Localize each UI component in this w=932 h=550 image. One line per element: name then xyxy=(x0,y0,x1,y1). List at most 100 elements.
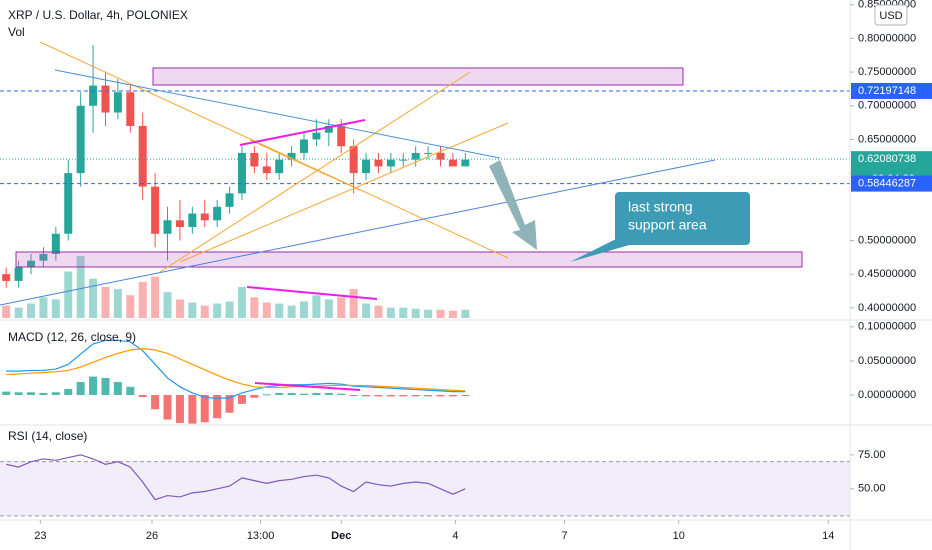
macd-histogram xyxy=(237,395,246,404)
macd-histogram xyxy=(411,395,420,397)
y-tick-label: 0.40000000 xyxy=(858,302,916,314)
macd-histogram xyxy=(89,376,98,395)
volume-bar xyxy=(237,287,246,318)
divergence-line xyxy=(246,286,378,300)
candle-body xyxy=(250,152,259,167)
macd-histogram xyxy=(126,386,135,395)
macd-histogram xyxy=(163,395,172,420)
trend-line xyxy=(249,139,361,191)
support-zone xyxy=(15,251,803,268)
trend-line xyxy=(54,69,501,159)
candle-body xyxy=(126,92,135,126)
x-tick-label: 13:00 xyxy=(247,530,275,542)
candle-body xyxy=(424,152,433,154)
divergence-line xyxy=(254,382,361,391)
volume-bar xyxy=(349,289,358,318)
macd-histogram xyxy=(436,395,445,397)
volume-bar xyxy=(151,276,160,318)
volume-bar xyxy=(399,307,408,318)
resistance-zone xyxy=(152,67,684,86)
price-tag-label: 0.62080738 xyxy=(858,153,916,165)
candle-body xyxy=(262,166,271,174)
macd-histogram xyxy=(151,395,160,410)
macd-histogram xyxy=(362,395,371,397)
rsi-band xyxy=(0,461,850,516)
macd-histogram xyxy=(448,395,457,397)
divergence-line xyxy=(239,119,366,146)
currency-button[interactable] xyxy=(874,4,908,26)
candle-body xyxy=(237,152,246,194)
macd-histogram xyxy=(51,392,60,395)
volume-bar xyxy=(89,278,98,318)
volume-bar xyxy=(262,302,271,318)
candle-body xyxy=(287,152,296,160)
macd-histogram xyxy=(101,377,110,395)
volume-bar xyxy=(374,305,383,318)
candle-body xyxy=(89,85,98,106)
candle-body xyxy=(39,253,48,261)
currency-label[interactable]: USD xyxy=(879,10,902,22)
axes: 232613:00Dec4710140.850000000.800000000.… xyxy=(34,0,932,542)
volume-bar xyxy=(337,297,346,318)
macd-histogram xyxy=(386,395,395,397)
symbol-title: XRP / U.S. Dollar, 4h, POLONIEX xyxy=(8,8,188,22)
y-tick-label: 0.65000000 xyxy=(858,133,916,145)
volume-bar xyxy=(300,301,309,318)
macd-histogram xyxy=(312,392,321,395)
volume-label: Vol xyxy=(8,25,25,39)
trend-line xyxy=(0,159,716,306)
trend-line xyxy=(159,71,471,273)
candle-body xyxy=(461,159,470,167)
arrow xyxy=(489,160,537,250)
trend-line xyxy=(39,41,509,259)
macd-histogram xyxy=(374,395,383,397)
volume-bar xyxy=(448,310,457,318)
y-tick-label: 0.50000000 xyxy=(858,234,916,246)
rsi-title: RSI (14, close) xyxy=(8,429,87,443)
macd-histogram xyxy=(2,391,11,395)
macd-histogram xyxy=(225,395,234,413)
volume-bar xyxy=(436,309,445,318)
macd-histogram xyxy=(76,382,85,395)
signal-line xyxy=(6,348,466,392)
macd-histogram xyxy=(424,395,433,397)
drawings: last strong support area xyxy=(0,41,803,391)
volume-bar xyxy=(200,305,209,318)
macd-histogram xyxy=(14,392,23,395)
trend-line xyxy=(179,122,509,263)
candle-body xyxy=(399,159,408,161)
callout xyxy=(615,192,750,245)
panels xyxy=(0,45,932,517)
macd-histogram xyxy=(287,392,296,395)
candle-body xyxy=(27,260,36,268)
macd-line xyxy=(6,339,466,400)
candle-body xyxy=(151,186,160,234)
volume-bar xyxy=(64,271,73,318)
volume-bar xyxy=(213,303,222,318)
macd-histogram xyxy=(113,382,122,395)
y-tick-label: 0.80000000 xyxy=(858,32,916,44)
x-tick-label: 26 xyxy=(146,530,158,542)
macd-title: MACD (12, 26, close, 9) xyxy=(8,330,136,344)
volume-bar xyxy=(51,299,60,318)
volume-bar xyxy=(225,301,234,318)
y-tick-label: 0.10000000 xyxy=(858,321,916,333)
macd-histogram xyxy=(275,392,284,395)
macd-histogram xyxy=(175,395,184,423)
y-tick-label: 75.00 xyxy=(858,449,886,461)
volume-bar xyxy=(163,292,172,318)
macd-histogram xyxy=(213,395,222,419)
y-tick-label: 0.75000000 xyxy=(858,66,916,78)
candle-body xyxy=(188,213,197,228)
candle-body xyxy=(64,173,73,234)
volume-bar xyxy=(175,299,184,318)
candle-body xyxy=(51,233,60,254)
x-tick-label: 4 xyxy=(452,530,458,542)
candle-body xyxy=(101,85,110,113)
macd-histogram xyxy=(461,395,470,396)
candle-body xyxy=(138,125,147,187)
macd-histogram xyxy=(300,393,309,395)
macd-histogram xyxy=(324,392,333,395)
volume-bar xyxy=(411,308,420,318)
